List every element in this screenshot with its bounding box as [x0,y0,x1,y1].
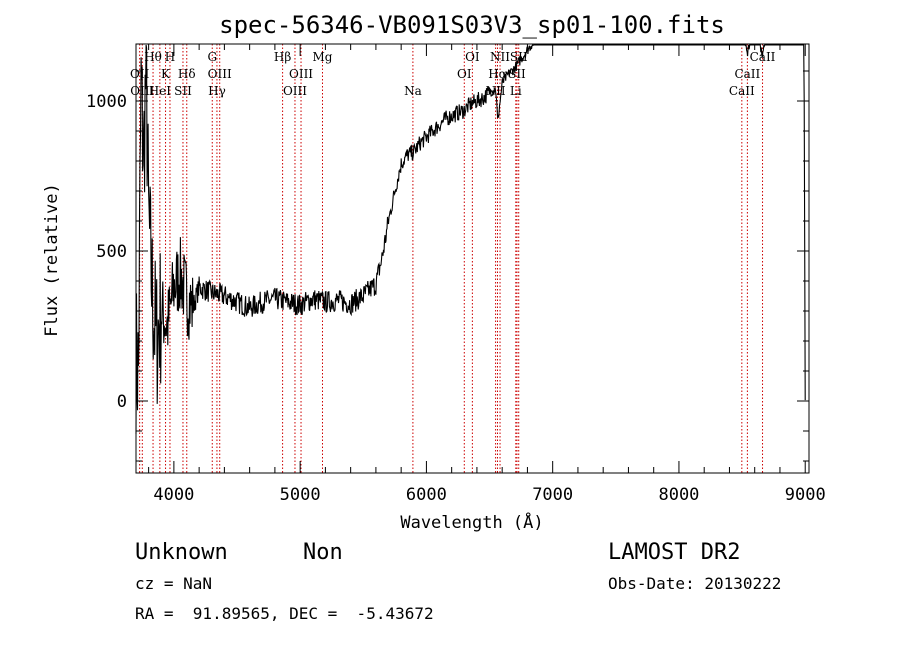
line-marker-label: Mg [313,50,333,64]
line-marker-label: K [161,67,171,81]
redshift-text: cz = NaN [135,574,212,593]
line-marker-label: OIII [208,67,232,81]
x-tick-labels: 4000 5000 6000 7000 8000 9000 [153,485,825,505]
line-markers [139,44,764,473]
x-tick-label: 6000 [406,485,447,505]
x-tick-label: 7000 [532,485,573,505]
chart-title: spec-56346-VB091S03V3_sp01-100.fits [219,11,725,39]
line-marker-label: Hβ [274,50,291,64]
plot-frame [135,43,810,474]
spectrum-line [135,43,806,435]
line-marker-label: OIII [289,67,313,81]
line-marker-label: OI [465,50,480,64]
axis-ticks [136,44,809,473]
x-tick-label: 8000 [658,485,699,505]
y-tick-label: 0 [117,392,127,412]
line-marker-label: CaII [729,84,755,98]
line-marker-label: CaII [734,67,760,81]
x-tick-label: 9000 [785,485,826,505]
line-marker-label: Li [510,84,522,98]
y-tick-labels: 0 500 1000 [86,92,127,412]
line-marker-label: HeI [149,84,172,98]
x-tick-label: 4000 [153,485,194,505]
object-class: Unknown [135,540,228,565]
line-marker-label: Hθ [144,50,162,64]
line-marker-label: OI [457,67,472,81]
line-marker-label: SII [174,84,192,98]
line-marker-label: H [165,50,175,64]
y-tick-label: 1000 [86,92,127,112]
coordinates: RA = 91.89565, DEC = -5.43672 [135,604,434,623]
line-marker-label: Hδ [178,67,196,81]
y-tick-label: 500 [96,242,127,262]
line-marker-label: Hγ [208,84,226,98]
obs-date: Obs-Date: 20130222 [608,574,781,593]
x-tick-label: 5000 [280,485,321,505]
object-subclass: Non [303,540,343,565]
line-marker-label: OIII [283,84,307,98]
line-marker-label: NII [490,50,510,64]
survey-name: LAMOST DR2 [608,540,740,565]
line-marker-label: G [207,50,217,64]
x-axis-label: Wavelength (Å) [400,511,543,533]
line-marker-labels: OIIOIIIHθHeIKHSIIHδGHγOIIIHβOIIIOIIIMgNa… [130,50,776,98]
line-marker-label: Na [404,84,422,98]
y-axis-label: Flux (relative) [42,183,62,337]
line-marker-label: Hα [488,67,507,81]
